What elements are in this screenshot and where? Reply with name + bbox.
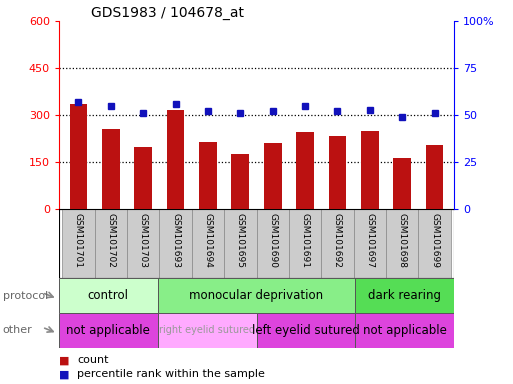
Bar — [62, 209, 94, 278]
Bar — [355, 278, 454, 313]
Text: control: control — [88, 289, 129, 302]
Bar — [353, 209, 386, 278]
Bar — [256, 209, 289, 278]
Text: not applicable: not applicable — [363, 324, 446, 337]
Text: GDS1983 / 104678_at: GDS1983 / 104678_at — [91, 6, 244, 20]
Text: GSM101697: GSM101697 — [365, 213, 374, 268]
Bar — [167, 111, 185, 209]
Text: ■: ■ — [59, 355, 69, 365]
Bar — [224, 209, 256, 278]
Text: left eyelid sutured: left eyelid sutured — [252, 324, 360, 337]
Bar — [160, 209, 192, 278]
Bar — [134, 147, 152, 209]
Bar — [289, 209, 321, 278]
Bar — [256, 313, 355, 348]
Text: not applicable: not applicable — [67, 324, 150, 337]
Text: percentile rank within the sample: percentile rank within the sample — [77, 369, 265, 379]
Bar — [361, 131, 379, 209]
Bar — [419, 209, 451, 278]
Bar — [192, 209, 224, 278]
Bar — [231, 154, 249, 209]
Bar — [199, 142, 217, 209]
Bar — [127, 209, 160, 278]
Bar — [386, 209, 419, 278]
Bar — [59, 313, 158, 348]
Text: GSM101703: GSM101703 — [139, 213, 148, 268]
Text: GSM101701: GSM101701 — [74, 213, 83, 268]
Text: GSM101699: GSM101699 — [430, 213, 439, 268]
Text: other: other — [3, 325, 32, 335]
Bar — [158, 278, 355, 313]
Text: ■: ■ — [59, 369, 69, 379]
Text: GSM101692: GSM101692 — [333, 213, 342, 268]
Text: dark rearing: dark rearing — [368, 289, 441, 302]
Bar — [296, 132, 314, 209]
Text: GSM101698: GSM101698 — [398, 213, 407, 268]
Bar — [426, 145, 443, 209]
Text: count: count — [77, 355, 108, 365]
Bar — [102, 129, 120, 209]
Text: GSM101702: GSM101702 — [106, 213, 115, 268]
Bar — [264, 144, 282, 209]
Bar — [328, 136, 346, 209]
Bar — [59, 278, 158, 313]
Text: GSM101690: GSM101690 — [268, 213, 277, 268]
Text: GSM101693: GSM101693 — [171, 213, 180, 268]
Text: GSM101694: GSM101694 — [204, 213, 212, 268]
Bar — [393, 157, 411, 209]
Text: monocular deprivation: monocular deprivation — [189, 289, 324, 302]
Bar — [355, 313, 454, 348]
Text: GSM101695: GSM101695 — [236, 213, 245, 268]
Text: GSM101691: GSM101691 — [301, 213, 309, 268]
Text: right eyelid sutured: right eyelid sutured — [159, 325, 255, 335]
Bar — [321, 209, 353, 278]
Text: protocol: protocol — [3, 291, 48, 301]
Bar — [94, 209, 127, 278]
Bar — [70, 104, 87, 209]
Bar — [158, 313, 256, 348]
